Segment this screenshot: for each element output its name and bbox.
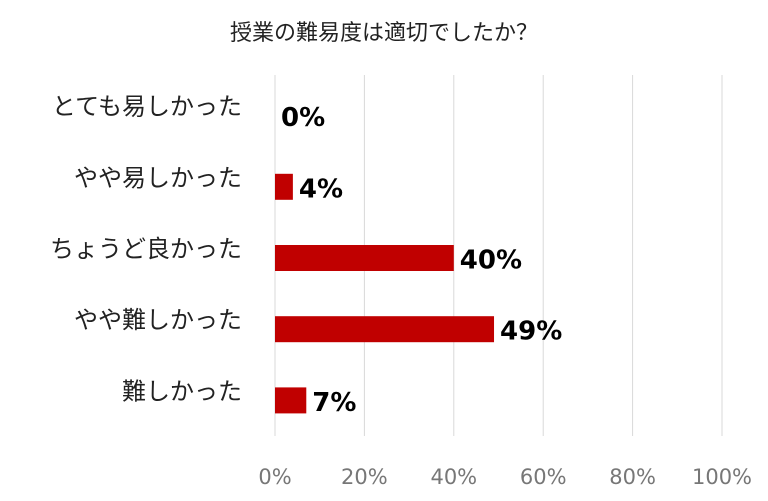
y-tick-label: 難しかった — [122, 377, 242, 405]
x-tick-label: 0% — [258, 465, 291, 489]
x-tick-label: 100% — [692, 465, 752, 489]
bar — [275, 173, 293, 200]
x-tick-label: 80% — [609, 465, 656, 489]
y-tick-label: とても易しかった — [52, 93, 242, 121]
bar — [275, 316, 495, 343]
y-tick-label: やや易しかった — [74, 164, 242, 192]
bar — [275, 245, 454, 271]
bar — [275, 387, 307, 414]
x-tick-label: 60% — [520, 465, 567, 489]
data-label: 7% — [312, 388, 356, 418]
y-tick-label: ちょうど良かった — [50, 235, 242, 263]
data-label: 0% — [281, 103, 325, 133]
data-label: 40% — [460, 246, 522, 276]
x-tick-label: 40% — [430, 465, 477, 489]
y-tick-label: やや難しかった — [74, 306, 242, 334]
x-tick-label: 20% — [341, 465, 388, 489]
data-label: 49% — [500, 317, 562, 347]
chart-title: 授業の難易度は適切でしたか？ — [230, 21, 538, 46]
data-label: 4% — [299, 174, 343, 204]
